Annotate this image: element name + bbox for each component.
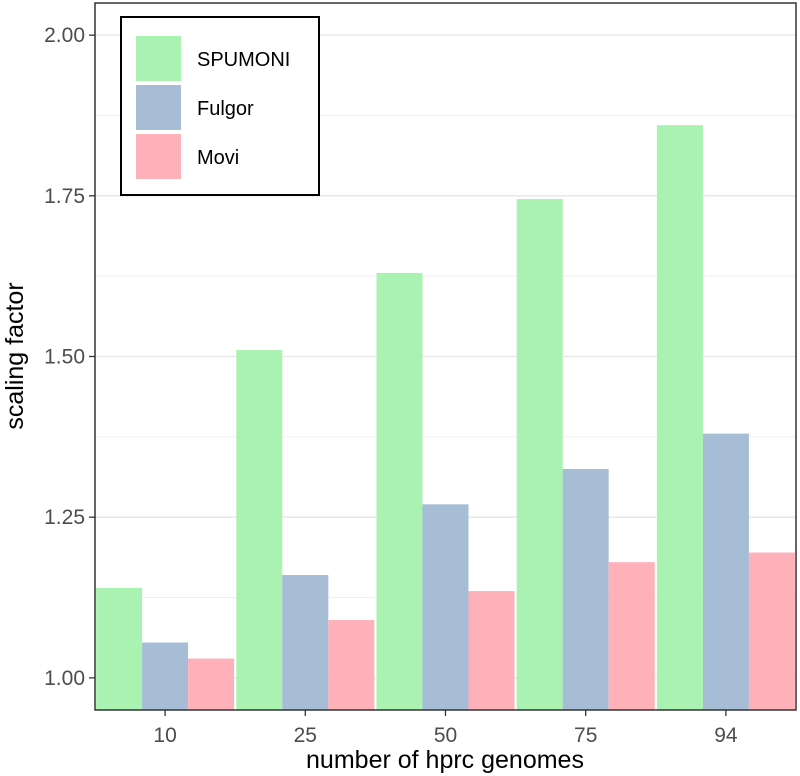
y-tick-label: 1.75 <box>44 185 85 208</box>
y-axis: 1.00 1.25 1.50 1.75 2.00 <box>44 24 95 690</box>
legend-label-fulgor: Fulgor <box>197 98 254 120</box>
x-tick-label: 50 <box>434 724 457 747</box>
x-tick-label: 10 <box>153 724 176 747</box>
bar-spumoni-94 <box>656 125 703 711</box>
legend-label-spumoni: SPUMONI <box>197 49 290 71</box>
bars <box>96 125 795 711</box>
x-axis-title: number of hprc genomes <box>306 746 584 774</box>
bar-spumoni-10 <box>96 587 143 710</box>
bar-fulgor-25 <box>282 575 329 710</box>
bar-movi-10 <box>188 658 235 710</box>
legend-swatch-spumoni <box>136 36 181 81</box>
bar-spumoni-75 <box>516 199 563 711</box>
legend-swatch-movi <box>136 134 181 179</box>
x-tick-label: 94 <box>714 724 738 747</box>
x-tick-label: 25 <box>294 724 317 747</box>
y-tick-label: 1.00 <box>44 667 85 690</box>
legend-swatch-fulgor <box>136 85 181 130</box>
bar-movi-75 <box>608 562 655 710</box>
bar-movi-94 <box>748 552 795 710</box>
bar-movi-50 <box>468 591 515 710</box>
legend: SPUMONI Fulgor Movi <box>120 16 320 196</box>
legend-label-movi: Movi <box>197 147 239 169</box>
y-tick-label: 1.25 <box>44 506 85 529</box>
x-axis: 10 25 50 75 94 <box>153 710 738 747</box>
bar-fulgor-94 <box>702 433 749 710</box>
bar-fulgor-50 <box>422 504 469 710</box>
y-axis-title: scaling factor <box>1 282 29 429</box>
bar-spumoni-25 <box>236 350 283 710</box>
bar-fulgor-75 <box>562 468 609 710</box>
y-tick-label: 1.50 <box>44 346 85 369</box>
bar-fulgor-10 <box>142 642 189 710</box>
y-tick-label: 2.00 <box>44 24 85 47</box>
bar-spumoni-50 <box>376 272 423 710</box>
bar-movi-25 <box>328 620 375 710</box>
x-tick-label: 75 <box>574 724 597 747</box>
